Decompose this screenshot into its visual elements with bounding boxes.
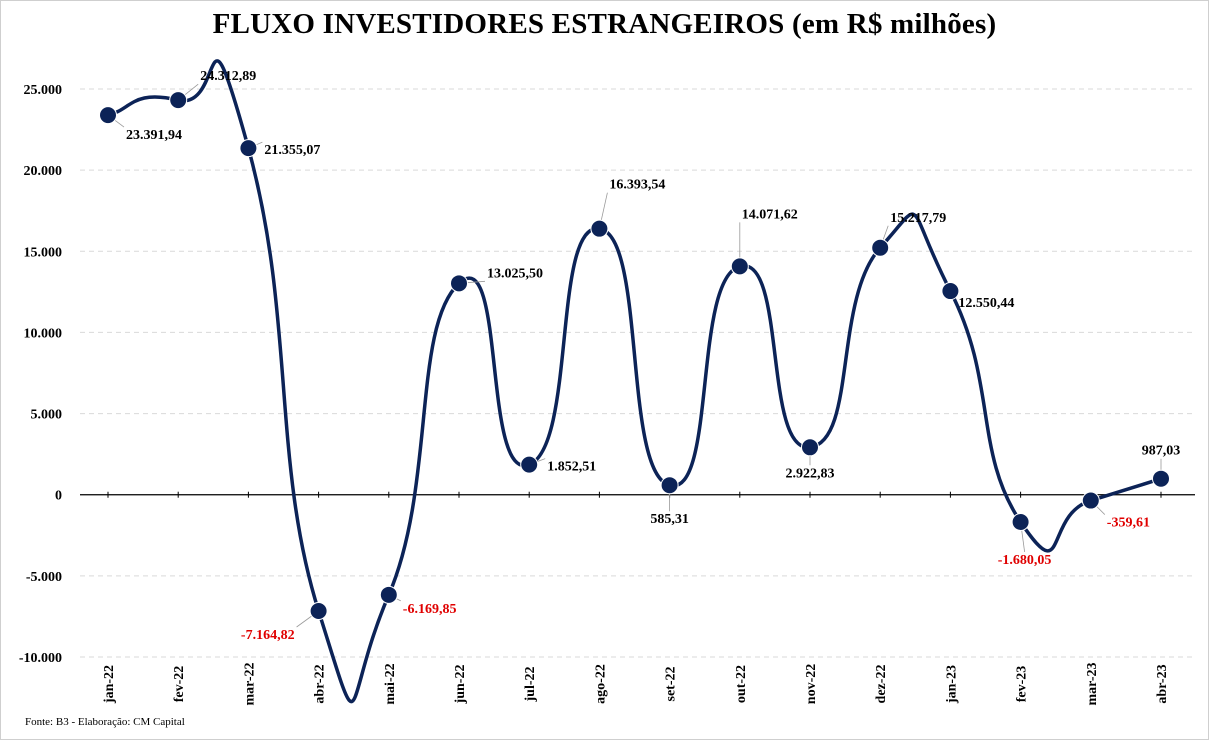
data-point [169,91,188,110]
data-label: 16.393,54 [609,178,665,193]
data-label: 23.391,94 [126,128,182,143]
data-point [450,274,468,293]
data-label: -7.164,82 [241,628,295,643]
x-tick-label: out-22 [734,665,749,703]
x-tick-label: mai-22 [383,663,398,704]
data-label: 987,03 [1142,444,1181,459]
x-tick-label: abr-22 [313,664,328,703]
data-point [1081,491,1100,510]
grid-lines [80,88,1195,658]
source-note: Fonte: B3 - Elaboração: CM Capital [25,716,185,728]
data-label: -359,61 [1107,516,1150,531]
data-label: 585,31 [650,512,689,527]
x-tick-label: mar-23 [1085,662,1100,705]
x-tick-label: dez-22 [874,665,889,704]
data-point [99,106,117,125]
data-point [871,238,890,257]
data-label: 15.217,79 [890,211,946,226]
data-label: 13.025,50 [487,266,543,281]
x-tick-label: jan-22 [102,665,117,704]
data-label: 12.550,44 [958,296,1014,311]
data-point [1152,469,1170,488]
x-tick-label: ago-22 [593,664,608,704]
axes: 25.000 20.000 15.000 10.000 5.000 0 -5.000 -10.… [19,83,1195,706]
data-label: 24.312,89 [200,69,256,84]
x-tick-label: jun-22 [453,665,468,705]
data-label: 1.852,51 [547,460,596,475]
x-tick-label: set-22 [664,667,679,702]
y-tick-label: -10.000 [19,651,62,666]
data-point [730,257,749,276]
y-tick-label: 20.000 [24,164,63,179]
data-point [239,139,258,158]
x-tick-label: jul-22 [523,667,538,703]
y-tick-label: 10.000 [24,326,63,341]
data-point [941,282,960,301]
chart-title: FLUXO INVESTIDORES ESTRANGEIROS (em R$ m… [212,8,997,40]
x-tick-label: fev-23 [1015,666,1030,703]
data-point [379,585,398,604]
x-tick-label: mar-22 [242,662,257,705]
y-tick-label: 5.000 [31,408,63,423]
data-point [1011,512,1030,531]
data-label: -6.169,85 [403,602,457,617]
x-tick-label: nov-22 [804,664,819,704]
data-label: 21.355,07 [264,143,320,158]
y-tick-label: -5.000 [26,570,62,585]
x-tick-label: jan-23 [944,665,959,704]
y-tick-label: 15.000 [24,245,63,260]
data-point [309,601,328,620]
data-label: -1.680,05 [998,553,1052,568]
data-label: 14.071,62 [742,207,798,222]
data-point [660,476,679,495]
data-label: 2.922,83 [786,466,835,481]
data-point [590,219,609,238]
x-tick-label: abr-23 [1155,664,1170,703]
data-point [520,455,539,474]
data-markers [99,91,1170,620]
data-labels: 23.391,94 24.312,89 21.355,07 -7.164,82 -6.1… [126,69,1180,643]
y-tick-label: 0 [55,489,62,504]
data-point [801,438,819,457]
y-tick-label: 25.000 [24,83,63,98]
x-tick-label: fev-22 [172,666,187,703]
